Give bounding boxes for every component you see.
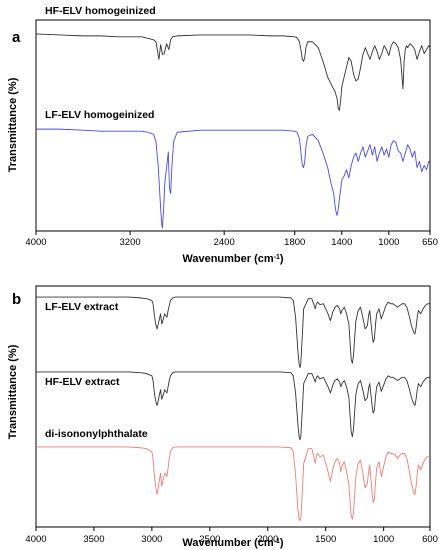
panel-a-x-axis-title-main: Wavenumber (cm: [182, 253, 274, 265]
panel-b-x-axis-title-sup: -1: [274, 538, 280, 545]
panel-a-x-tick-label: 4000: [25, 237, 46, 248]
panel-a-series-labels: HF-ELV homogeinized LF-ELV homogeinized: [45, 5, 156, 121]
panel-a-x-axis-title-end: ): [280, 253, 284, 265]
panel-a-letter: a: [12, 29, 21, 46]
panel-a: a Transmittance (%) Wavenumber (cm-1) 40…: [7, 5, 438, 265]
panel-b-y-axis-title: Transmittance (%): [7, 344, 19, 439]
panel-b-x-axis-title-main: Wavenumber (cm: [182, 537, 274, 549]
panel-b-x-axis-title-end: ): [280, 537, 284, 549]
panel-a-series-label-1: HF-ELV homogeinized: [45, 5, 156, 17]
panel-a-series-line-2: [36, 128, 431, 229]
panel-b-x-tick-label: 3000: [141, 534, 162, 545]
panel-b-series-line-3: [36, 446, 430, 522]
panel-a-series: [35, 33, 431, 229]
panel-a-x-tick-label: 2400: [214, 237, 235, 248]
panel-b-x-tick-label: 4000: [25, 534, 46, 545]
panel-a-x-tick-label: 1000: [378, 237, 399, 248]
panel-a-x-tick-label: 650: [422, 237, 438, 248]
panel-b-x-tick-label: 1500: [315, 534, 336, 545]
panel-a-plot-frame: [35, 19, 431, 232]
panel-b-x-tick-label: 3500: [83, 534, 104, 545]
panel-b-x-tick-label: 600: [422, 534, 438, 545]
panel-a-series-label-2: LF-ELV homogeinized: [45, 109, 154, 121]
panel-a-x-ticks: 4000 3200 2400 1800 1400 1000 650: [25, 231, 438, 248]
panel-b-x-ticks: 4000 3500 3000 2500 2000 1500 1000 600: [25, 527, 438, 545]
panel-a-x-tick-label: 3200: [120, 237, 141, 248]
panel-b-series-label-3: di-isononylphthalate: [45, 428, 148, 440]
panel-a-x-tick-label: 1800: [284, 237, 305, 248]
panel-b-x-tick-label: 2000: [257, 534, 278, 545]
panel-a-y-axis-title: Transmittance (%): [7, 77, 19, 172]
panel-b: b Transmittance (%) Wavenumber (cm-1) 40…: [7, 285, 438, 549]
panel-b-series-label-2: HF-ELV extract: [45, 376, 120, 388]
panel-a-x-axis-title-sup: -1: [274, 254, 280, 261]
panel-b-series: [36, 296, 430, 522]
panel-b-plot-frame: [35, 285, 431, 528]
panel-b-letter: b: [12, 291, 21, 308]
panel-a-series-line-1: [35, 33, 431, 111]
panel-a-x-axis-title: Wavenumber (cm-1): [182, 253, 284, 265]
panel-b-series-line-1: [36, 296, 430, 369]
panel-b-x-tick-label: 2500: [199, 534, 220, 545]
panel-a-x-tick-label: 1400: [331, 237, 352, 248]
panel-b-series-line-2: [36, 371, 430, 441]
panel-b-series-label-1: LF-ELV extract: [45, 301, 119, 313]
panel-b-series-labels: LF-ELV extract HF-ELV extract di-isononylp…: [45, 301, 148, 440]
panel-b-x-axis-title: Wavenumber (cm-1): [182, 537, 284, 549]
panel-b-x-tick-label: 1000: [373, 534, 394, 545]
